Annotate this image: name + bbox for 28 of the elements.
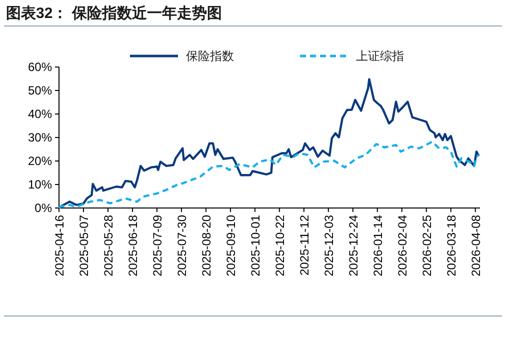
x-tick-label: 2025-11-12 [297,214,312,276]
x-tick-label: 2025-04-16 [52,214,66,276]
x-tick-label: 2026-03-18 [444,214,458,276]
x-tick-label: 2026-04-08 [468,214,483,276]
x-tick-label: 2026-02-25 [420,214,434,276]
y-tick-label: 20% [28,154,52,168]
x-tick-label: 2025-05-28 [101,214,116,276]
x-tick-label: 2025-07-30 [174,214,189,276]
x-tick-label: 2025-05-07 [76,214,91,276]
x-tick-label: 2025-06-18 [126,214,140,276]
y-tick-label: 60% [28,60,52,74]
y-tick-label: 50% [28,84,52,98]
y-tick-label: 40% [28,107,52,121]
x-tick-label: 2025-12-24 [346,214,360,276]
x-tick-label: 2025-07-09 [150,214,164,276]
x-tick-label: 2025-10-22 [272,214,287,276]
x-tick-label: 2026-01-14 [370,214,385,276]
title: 图表32： 保险指数近一年走势图 [6,5,222,22]
x-tick-label: 2025-10-01 [248,214,262,276]
x-tick-label: 2025-09-10 [224,214,238,276]
x-tick-label: 2026-02-04 [395,214,410,276]
y-tick-label: 10% [28,178,52,192]
legend-label: 上证综指 [356,49,404,63]
y-tick-label: 0% [34,201,52,215]
x-tick-label: 2025-12-03 [322,214,336,276]
y-tick-label: 30% [28,130,52,144]
x-tick-label: 2025-08-20 [199,214,214,276]
legend-label: 保险指数 [186,49,234,63]
